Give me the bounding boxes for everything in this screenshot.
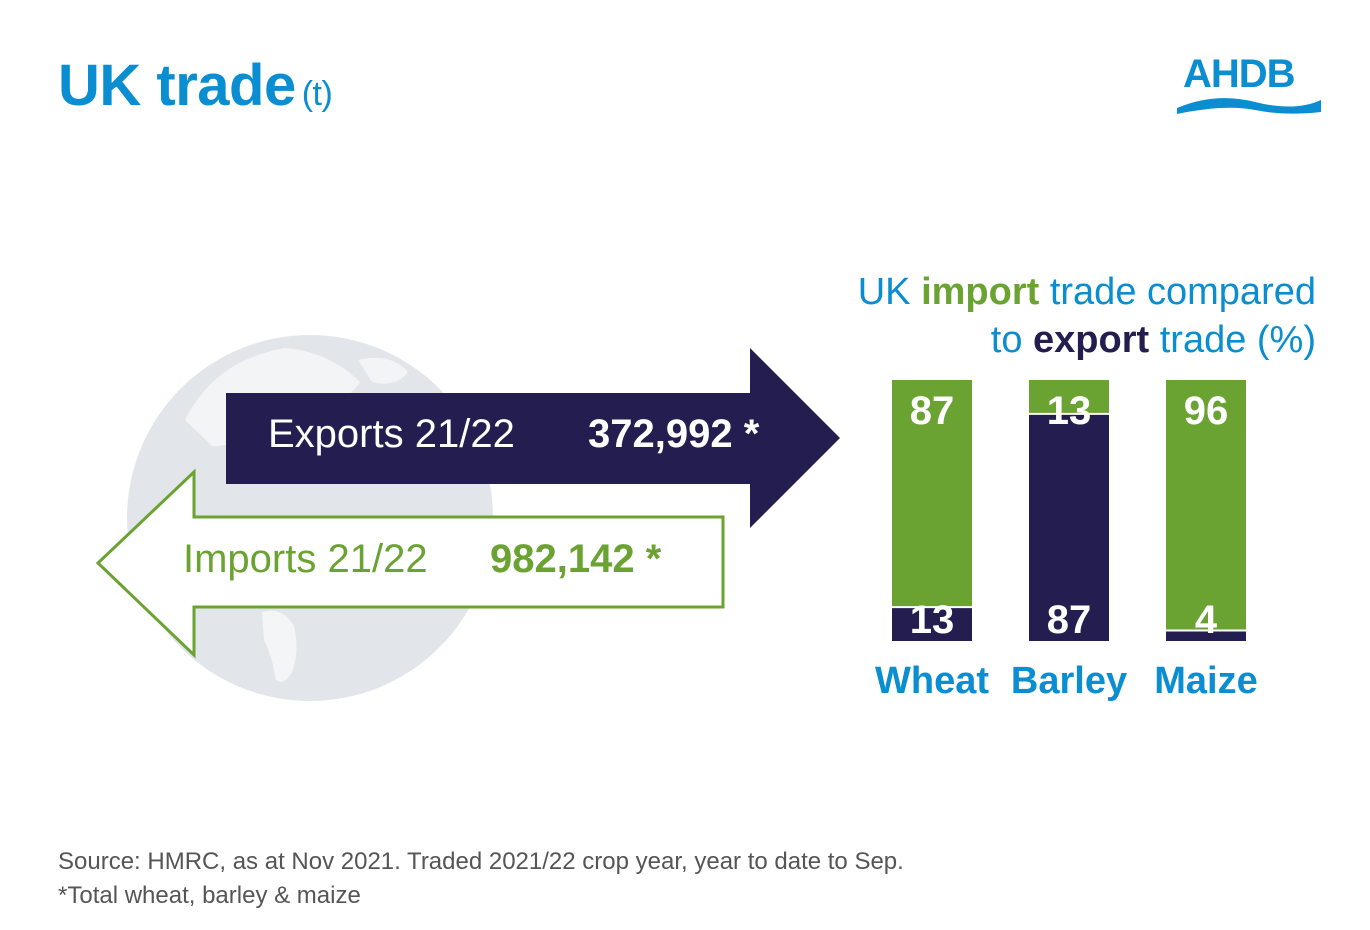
chart-title-export: export <box>1033 319 1150 361</box>
bar-export-maize <box>1166 630 1246 641</box>
exports-arrow <box>226 348 840 528</box>
chart-title-part: trade compared <box>1039 271 1316 313</box>
category-label-wheat: Wheat <box>875 660 989 702</box>
bar-import-wheat <box>892 380 972 608</box>
chart-title-part: trade (%) <box>1149 319 1316 361</box>
data-label-export: 13 <box>910 598 955 642</box>
source-note: Source: HMRC, as at Nov 2021. Traded 202… <box>58 848 904 875</box>
data-label-import: 87 <box>910 389 955 433</box>
imports-label: Imports 21/22 <box>183 537 428 581</box>
exports-value: 372,992 * <box>588 412 760 456</box>
chart-title-import: import <box>921 271 1040 313</box>
logo-wave-icon <box>1177 98 1321 114</box>
page-title: UK trade (t) <box>58 52 333 119</box>
category-label-barley: Barley <box>1010 660 1128 702</box>
data-label-import: 13 <box>1047 389 1092 433</box>
exports-label: Exports 21/22 <box>268 412 515 456</box>
category-label-maize: Maize <box>1154 660 1258 702</box>
bar-import-maize <box>1166 380 1246 631</box>
bar-import-barley <box>1029 380 1109 414</box>
ahdb-logo: AHDB <box>1175 52 1325 122</box>
data-label-import: 96 <box>1184 389 1229 433</box>
chart-title-part: UK <box>857 271 922 313</box>
title-main: UK trade <box>58 53 296 118</box>
logo-text: AHDB <box>1183 52 1296 96</box>
imports-arrow <box>95 468 725 659</box>
bar-export-wheat <box>892 607 972 641</box>
footer: Source: HMRC, as at Nov 2021. Traded 202… <box>58 845 904 913</box>
chart-title-part: to <box>990 319 1034 361</box>
chart-title: UK import trade compared to export trade… <box>858 268 1316 364</box>
data-label-export: 87 <box>1047 598 1092 642</box>
title-unit: (t) <box>301 75 333 113</box>
data-label-export: 4 <box>1195 598 1218 642</box>
imports-value: 982,142 * <box>490 537 662 581</box>
bar-export-barley <box>1029 413 1109 641</box>
footnote: *Total wheat, barley & maize <box>58 882 361 909</box>
